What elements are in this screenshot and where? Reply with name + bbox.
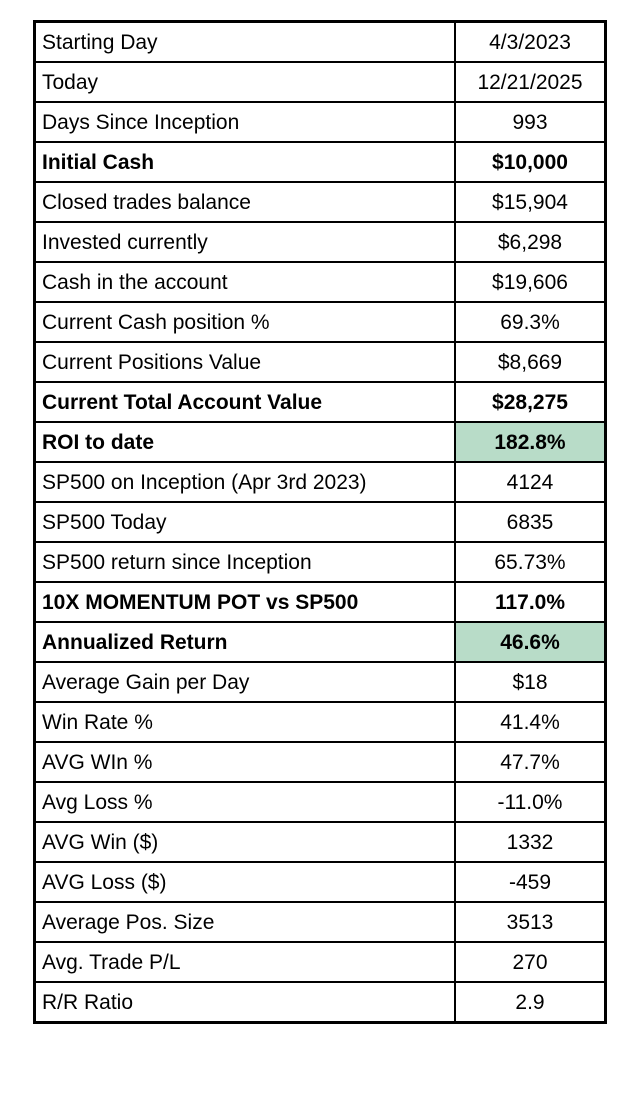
row-label-cell: Days Since Inception bbox=[33, 101, 456, 143]
table-row: Initial Cash $10,000 bbox=[33, 141, 607, 183]
row-value-cell: 12/21/2025 bbox=[454, 61, 607, 103]
row-label-cell: Starting Day bbox=[33, 20, 456, 63]
table-row: AVG WIn % 47.7% bbox=[33, 741, 607, 783]
table-row: AVG Loss ($) -459 bbox=[33, 861, 607, 903]
row-label-cell: ROI to date bbox=[33, 421, 456, 463]
table-row: Average Gain per Day $18 bbox=[33, 661, 607, 703]
row-label-cell: Average Gain per Day bbox=[33, 661, 456, 703]
row-value-cell: 2.9 bbox=[454, 981, 607, 1024]
table-row: R/R Ratio 2.9 bbox=[33, 981, 607, 1024]
row-value-cell: 69.3% bbox=[454, 301, 607, 343]
stats-table: Starting Day 4/3/2023 Today 12/21/2025 Days … bbox=[33, 20, 607, 1024]
row-label-cell: SP500 on Inception (Apr 3rd 2023) bbox=[33, 461, 456, 503]
row-value-cell: 6835 bbox=[454, 501, 607, 543]
row-label-cell: Current Total Account Value bbox=[33, 381, 456, 423]
row-label-cell: Current Cash position % bbox=[33, 301, 456, 343]
row-label-cell: Current Positions Value bbox=[33, 341, 456, 383]
table-row: Invested currently $6,298 bbox=[33, 221, 607, 263]
row-label-cell: AVG Loss ($) bbox=[33, 861, 456, 903]
table-row: 10X MOMENTUM POT vs SP500 117.0% bbox=[33, 581, 607, 623]
row-label-cell: R/R Ratio bbox=[33, 981, 456, 1024]
table-row: Win Rate % 41.4% bbox=[33, 701, 607, 743]
table-row: Today 12/21/2025 bbox=[33, 61, 607, 103]
table-row: Current Cash position % 69.3% bbox=[33, 301, 607, 343]
row-value-cell: 993 bbox=[454, 101, 607, 143]
row-value-cell: 47.7% bbox=[454, 741, 607, 783]
table-row: SP500 return since Inception 65.73% bbox=[33, 541, 607, 583]
row-label-cell: SP500 return since Inception bbox=[33, 541, 456, 583]
table-row: SP500 on Inception (Apr 3rd 2023) 4124 bbox=[33, 461, 607, 503]
row-label-cell: Avg Loss % bbox=[33, 781, 456, 823]
row-label-cell: Today bbox=[33, 61, 456, 103]
row-label-cell: SP500 Today bbox=[33, 501, 456, 543]
table-row: Days Since Inception 993 bbox=[33, 101, 607, 143]
row-value-cell: $8,669 bbox=[454, 341, 607, 383]
table-row: Closed trades balance $15,904 bbox=[33, 181, 607, 223]
table-row: Starting Day 4/3/2023 bbox=[33, 20, 607, 63]
row-value-cell: 4124 bbox=[454, 461, 607, 503]
row-label-cell: 10X MOMENTUM POT vs SP500 bbox=[33, 581, 456, 623]
table-row: ROI to date 182.8% bbox=[33, 421, 607, 463]
table-row: AVG Win ($) 1332 bbox=[33, 821, 607, 863]
row-value-cell: 4/3/2023 bbox=[454, 20, 607, 63]
row-label-cell: Initial Cash bbox=[33, 141, 456, 183]
table-row: SP500 Today 6835 bbox=[33, 501, 607, 543]
table-row: Average Pos. Size 3513 bbox=[33, 901, 607, 943]
row-value-cell: -459 bbox=[454, 861, 607, 903]
row-value-cell: $18 bbox=[454, 661, 607, 703]
row-value-cell-highlighted: 46.6% bbox=[454, 621, 607, 663]
row-label-cell: Win Rate % bbox=[33, 701, 456, 743]
row-label-cell: Invested currently bbox=[33, 221, 456, 263]
row-label-cell: Annualized Return bbox=[33, 621, 456, 663]
row-value-cell: 1332 bbox=[454, 821, 607, 863]
row-value-cell: $28,275 bbox=[454, 381, 607, 423]
table-row: Current Total Account Value $28,275 bbox=[33, 381, 607, 423]
table-row: Current Positions Value $8,669 bbox=[33, 341, 607, 383]
stats-table-container: Starting Day 4/3/2023 Today 12/21/2025 Days … bbox=[33, 20, 607, 1024]
row-value-cell: $6,298 bbox=[454, 221, 607, 263]
row-label-cell: Avg. Trade P/L bbox=[33, 941, 456, 983]
row-value-cell: 270 bbox=[454, 941, 607, 983]
row-value-cell: $10,000 bbox=[454, 141, 607, 183]
row-label-cell: Closed trades balance bbox=[33, 181, 456, 223]
row-value-cell: -11.0% bbox=[454, 781, 607, 823]
row-label-cell: AVG Win ($) bbox=[33, 821, 456, 863]
table-row: Annualized Return 46.6% bbox=[33, 621, 607, 663]
row-value-cell: 41.4% bbox=[454, 701, 607, 743]
row-value-cell: 117.0% bbox=[454, 581, 607, 623]
row-value-cell-highlighted: 182.8% bbox=[454, 421, 607, 463]
row-value-cell: 3513 bbox=[454, 901, 607, 943]
row-label-cell: Cash in the account bbox=[33, 261, 456, 303]
table-row: Avg. Trade P/L 270 bbox=[33, 941, 607, 983]
table-row: Avg Loss % -11.0% bbox=[33, 781, 607, 823]
row-value-cell: $15,904 bbox=[454, 181, 607, 223]
row-label-cell: Average Pos. Size bbox=[33, 901, 456, 943]
row-value-cell: $19,606 bbox=[454, 261, 607, 303]
table-row: Cash in the account $19,606 bbox=[33, 261, 607, 303]
row-label-cell: AVG WIn % bbox=[33, 741, 456, 783]
row-value-cell: 65.73% bbox=[454, 541, 607, 583]
stats-table-body: Starting Day 4/3/2023 Today 12/21/2025 Days … bbox=[33, 20, 607, 1024]
